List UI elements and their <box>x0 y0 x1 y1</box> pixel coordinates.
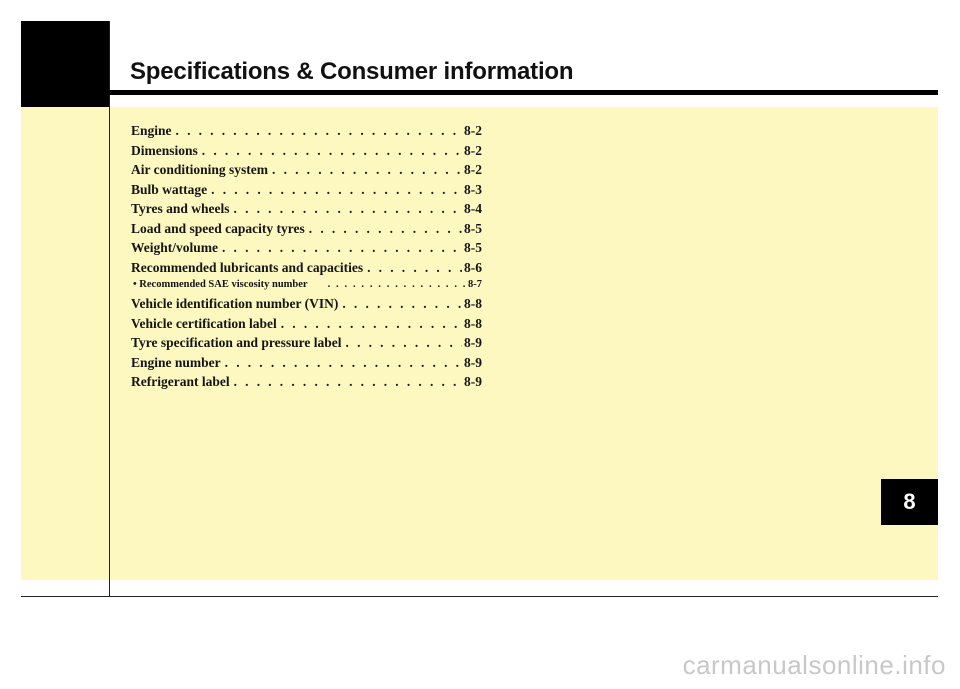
toc-label: Recommended lubricants and capacities <box>131 259 364 275</box>
toc-leader-dots <box>309 221 462 237</box>
toc-label: Tyre specification and pressure label <box>131 335 342 350</box>
site-watermark: carmanualsonline.info <box>682 650 946 680</box>
toc-page-number: 8-7 <box>468 279 482 290</box>
toc-page-number: 8-3 <box>464 181 482 197</box>
toc-label: Weight/volume <box>131 240 218 255</box>
toc-page-number: 8-2 <box>464 162 482 177</box>
toc-entry-refrigerant-label[interactable]: Refrigerant label 8-9 <box>131 374 482 394</box>
toc-entry-load-speed[interactable]: Load and speed capacity tyres 8-5 <box>131 221 482 241</box>
toc-leader-dots <box>342 296 462 312</box>
toc-entry-vin[interactable]: Vehicle identification number (VIN) 8-8 <box>131 296 482 316</box>
toc-leader-dots <box>272 162 462 178</box>
toc-label: Dimensions <box>131 142 198 158</box>
toc-label: Vehicle identification number (VIN) <box>131 296 339 311</box>
vertical-divider <box>109 21 110 597</box>
title-underline <box>109 90 938 95</box>
content-panel <box>21 107 938 580</box>
toc-entry-engine[interactable]: Engine 8-2 <box>131 123 482 143</box>
toc-label: Load and speed capacity tyres <box>131 220 305 236</box>
bottom-divider <box>21 596 938 597</box>
toc-entry-bulb-wattage[interactable]: Bulb wattage 8-3 <box>131 182 482 202</box>
toc-leader-dots <box>328 279 466 290</box>
toc-page-number: 8-5 <box>464 240 482 255</box>
toc-label: Bulb wattage <box>131 181 208 197</box>
toc-entry-lubricants[interactable]: Recommended lubricants and capacities 8-… <box>131 260 482 280</box>
toc-entry-certification-label[interactable]: Vehicle certification label 8-8 <box>131 316 482 336</box>
toc-leader-dots <box>222 240 462 256</box>
toc-page-number: 8-2 <box>464 142 482 158</box>
toc-leader-dots <box>346 335 462 351</box>
toc-leader-dots <box>211 182 462 198</box>
toc-leader-dots <box>202 143 462 159</box>
toc-leader-dots <box>176 123 462 139</box>
toc-page-number: 8-6 <box>464 259 482 275</box>
toc-label: Air conditioning system <box>131 162 269 177</box>
corner-black-block <box>21 21 109 107</box>
toc-label: Engine <box>131 123 172 138</box>
toc-label: Refrigerant label <box>131 374 230 389</box>
toc-label: Vehicle certification label <box>131 315 277 331</box>
toc-label: Tyres and wheels <box>131 201 230 216</box>
page-title: Specifications & Consumer information <box>130 58 574 85</box>
toc-entry-tyre-pressure-label[interactable]: Tyre specification and pressure label 8-… <box>131 335 482 355</box>
toc-entry-tyres-wheels[interactable]: Tyres and wheels 8-4 <box>131 201 482 221</box>
toc-page-number: 8-5 <box>464 220 482 236</box>
toc-leader-dots <box>367 260 462 276</box>
toc-page-number: 8-9 <box>464 354 482 370</box>
toc-entry-air-conditioning[interactable]: Air conditioning system 8-2 <box>131 162 482 182</box>
chapter-number-tab: 8 <box>881 479 938 525</box>
toc-label: • Recommended SAE viscosity number <box>133 279 308 290</box>
toc-leader-dots <box>234 374 462 390</box>
toc-page-number: 8-4 <box>464 201 482 216</box>
toc-page-number: 8-9 <box>464 374 482 389</box>
table-of-contents: Engine 8-2 Dimensions 8-2 Air conditioni… <box>131 123 482 394</box>
toc-entry-dimensions[interactable]: Dimensions 8-2 <box>131 143 482 163</box>
toc-entry-weight-volume[interactable]: Weight/volume 8-5 <box>131 240 482 260</box>
toc-leader-dots <box>281 316 462 332</box>
toc-subentry-sae-viscosity[interactable]: • Recommended SAE viscosity number 8-7 <box>131 279 482 296</box>
toc-page-number: 8-8 <box>464 296 482 311</box>
toc-page-number: 8-8 <box>464 315 482 331</box>
toc-page-number: 8-9 <box>464 335 482 350</box>
toc-leader-dots <box>225 355 462 371</box>
toc-leader-dots <box>234 201 462 217</box>
toc-label: Engine number <box>131 354 221 370</box>
toc-entry-engine-number[interactable]: Engine number 8-9 <box>131 355 482 375</box>
toc-page-number: 8-2 <box>464 123 482 138</box>
